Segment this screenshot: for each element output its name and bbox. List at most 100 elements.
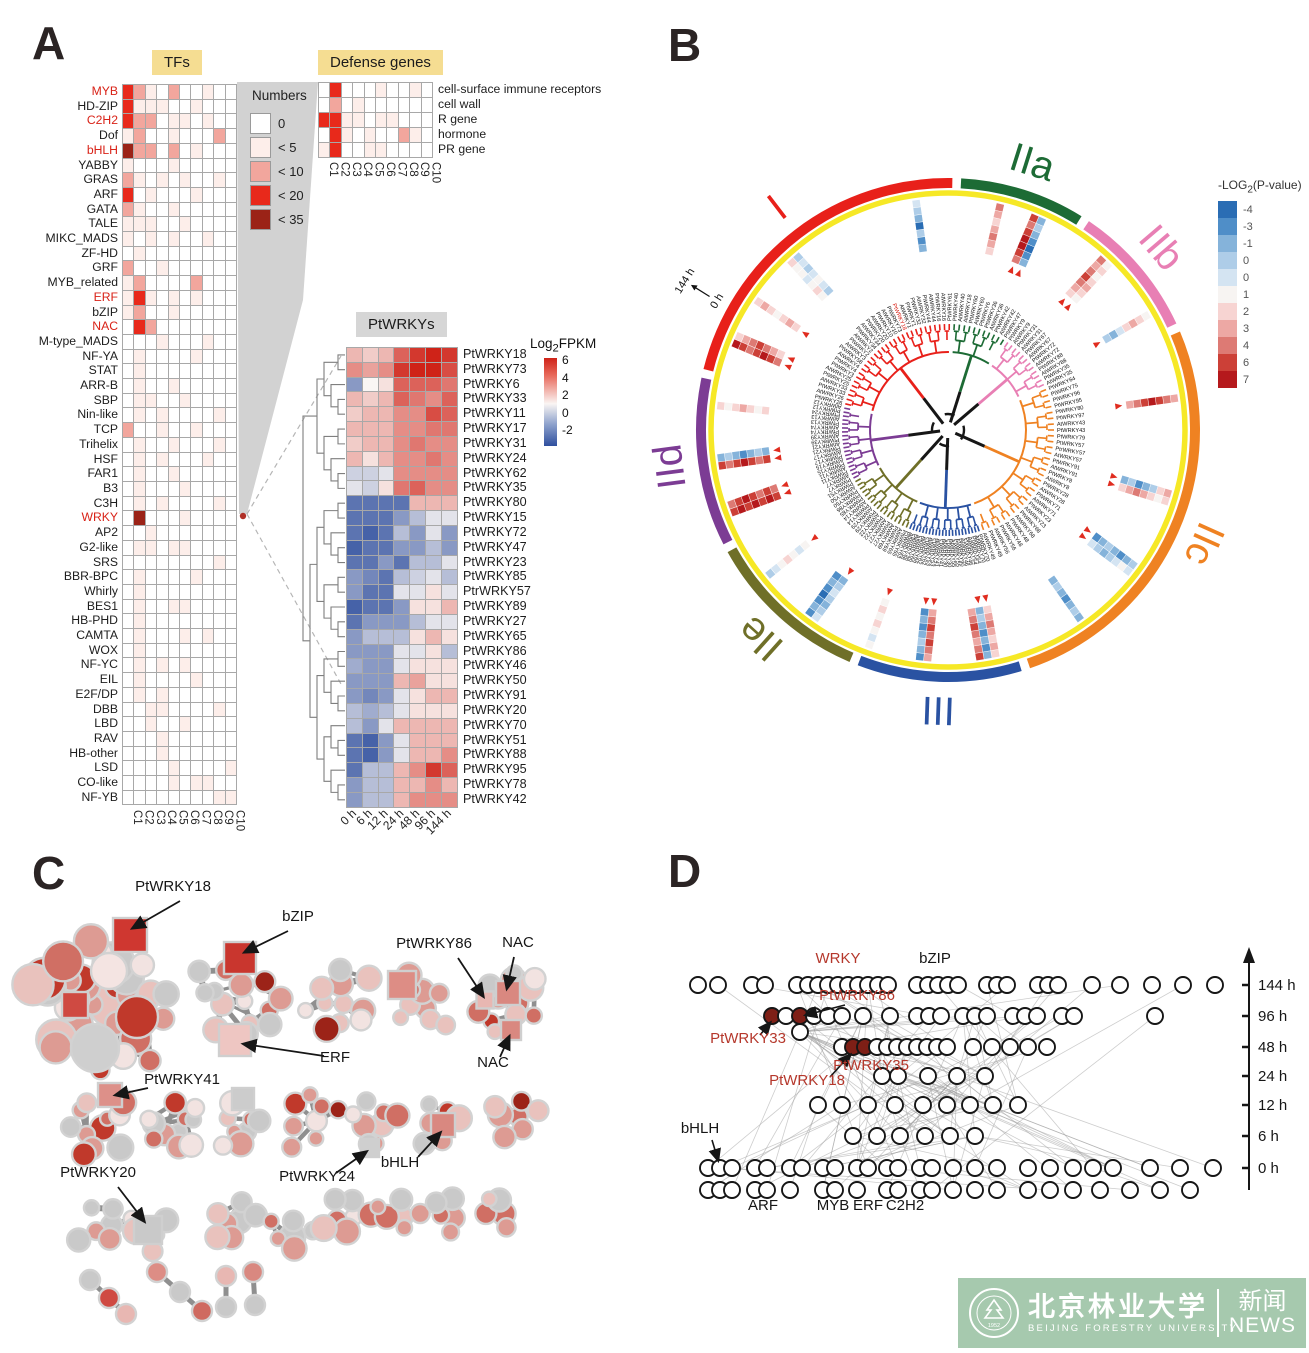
triangle-marker-icon	[931, 598, 938, 606]
network-cluster	[369, 1187, 431, 1237]
heatmap-cell	[394, 629, 410, 644]
network-node	[204, 1223, 231, 1251]
network-edge	[857, 984, 948, 1048]
strip-cell	[928, 609, 937, 617]
network-node	[283, 1091, 308, 1116]
heatmap-cell	[145, 526, 157, 540]
heatmap-cell	[441, 748, 457, 763]
network-node	[11, 962, 55, 1007]
dendrogram-branch	[337, 547, 345, 564]
leaf-tick	[921, 526, 925, 534]
strip-cell	[776, 559, 788, 570]
network-node	[72, 923, 110, 960]
heatmap-cell	[123, 276, 134, 290]
leaf-tick	[873, 353, 880, 359]
strip-cell	[765, 568, 776, 579]
heatmap-cell	[202, 599, 214, 614]
pair-arc	[1000, 509, 1007, 515]
heatmap-cell	[145, 790, 157, 805]
heatmap-cell	[134, 526, 145, 540]
heatmap-cell	[225, 731, 236, 746]
leaf-name: PtWRKY44	[921, 294, 932, 323]
leaf-name: AtWRKY12	[813, 398, 842, 410]
leaf-name: PtWRKY60	[968, 295, 980, 324]
heatmap-cell	[168, 408, 179, 423]
pair-arc	[1017, 495, 1023, 501]
heatmap-cell	[123, 290, 134, 305]
heatmap-cell	[214, 526, 225, 540]
heatmap-cell	[202, 320, 214, 334]
strip-cell	[1086, 277, 1097, 288]
heatmap-cell	[179, 570, 191, 584]
strip-cell	[827, 576, 838, 588]
tf-row-label: CO-like	[77, 775, 118, 790]
heatmap-cell	[425, 422, 441, 436]
network-edge	[897, 984, 1008, 1077]
heatmap-cell	[362, 555, 378, 570]
leaf-name: AtWRKY74	[811, 423, 839, 430]
network-node	[267, 985, 294, 1012]
heatmap-cell	[145, 173, 157, 187]
expression-strip	[753, 296, 810, 338]
triangle-marker-icon	[1078, 532, 1087, 540]
heatmap-cell	[168, 776, 179, 790]
heatmap-cell	[319, 143, 330, 157]
tf-col-label: C9	[222, 810, 234, 825]
network-node	[758, 1159, 776, 1177]
heatmap-cell	[191, 673, 202, 687]
network-node	[1028, 1007, 1046, 1025]
leaf-tick	[986, 332, 991, 339]
heatmap-cell	[168, 643, 179, 658]
leaf-tick	[873, 500, 879, 507]
heatmap-cell	[145, 776, 157, 790]
network-node	[312, 1014, 341, 1044]
heatmap-cell	[123, 511, 134, 526]
strip-cell	[824, 593, 836, 604]
leaf-tick	[1040, 467, 1047, 472]
strip-cell	[920, 608, 929, 616]
heatmap-cell	[123, 158, 134, 173]
heatmap-cell	[123, 717, 134, 731]
network-node	[257, 1011, 283, 1038]
strip-cell	[1027, 237, 1038, 247]
heatmap-cell	[378, 377, 394, 392]
pvalue-legend-item: 7	[1218, 371, 1308, 389]
heatmap-cell	[347, 733, 362, 748]
heatmap-cell	[387, 143, 398, 157]
leaf-tick	[880, 346, 886, 353]
heatmap-cell	[168, 790, 179, 805]
strip-cell	[1071, 293, 1082, 304]
heatmap-cell	[410, 451, 425, 466]
clade-label-III: III	[921, 688, 956, 733]
ptwrky-row-label: PtWRKY31	[463, 435, 527, 450]
network-node	[889, 1159, 907, 1177]
heatmap-cell	[168, 614, 179, 629]
strip-cell	[993, 210, 1003, 219]
heatmap-cell	[179, 776, 191, 790]
heatmap-cell	[421, 98, 432, 112]
heatmap-cell	[123, 467, 134, 481]
heatmap-cell	[441, 763, 457, 778]
heatmap-cell	[168, 702, 179, 717]
strip-cell	[762, 343, 772, 354]
strip-cell	[744, 501, 754, 512]
leaf-tick	[876, 503, 882, 510]
heatmap-cell	[378, 555, 394, 570]
heatmap-cell	[378, 407, 394, 422]
heatmap-cell	[425, 466, 441, 481]
heatmap-cell	[347, 466, 362, 481]
heatmap-cell	[378, 422, 394, 436]
leaf-tick	[849, 467, 856, 472]
heatmap-cell	[364, 98, 375, 112]
strip-cell	[793, 252, 804, 263]
heatmap-cell	[378, 792, 394, 807]
network-node	[964, 1038, 982, 1056]
heatmap-cell	[394, 511, 410, 525]
strip-cell	[1091, 271, 1102, 282]
strip-cell	[914, 214, 923, 223]
heatmap-cell	[157, 408, 168, 423]
legend-label: 6	[1243, 356, 1250, 369]
heatmap-cell	[191, 629, 202, 643]
network-node	[190, 1299, 214, 1323]
